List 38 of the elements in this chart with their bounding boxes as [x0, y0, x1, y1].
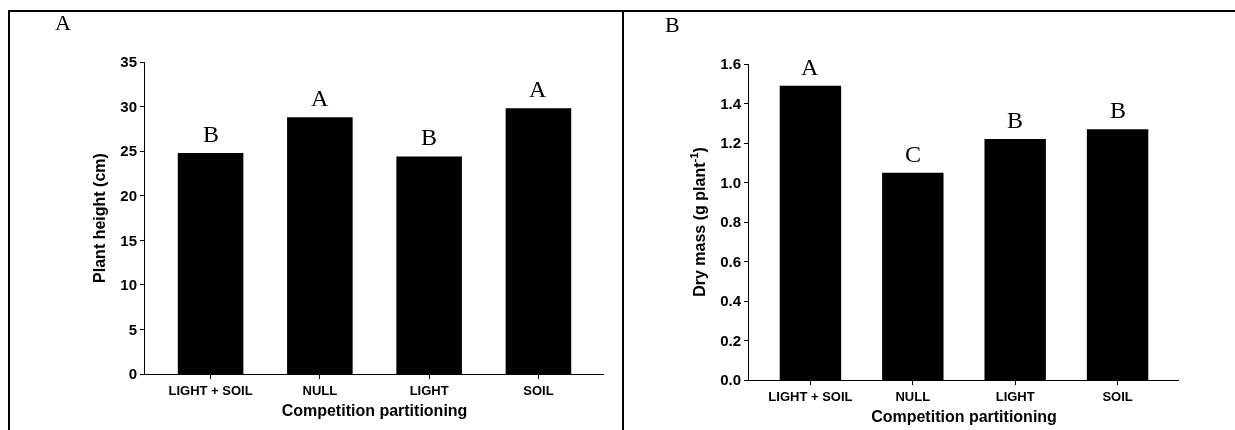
y-tick-label: 0.2 — [720, 331, 741, 349]
x-tick-label: LIGHT + SOIL — [768, 388, 853, 404]
annotation: A — [311, 85, 329, 111]
y-tick-label: 15 — [120, 231, 137, 249]
x-tick-label: LIGHT + SOIL — [168, 382, 253, 398]
annotation: A — [801, 54, 819, 80]
y-tick-label: 35 — [120, 53, 137, 71]
annotation: B — [1110, 97, 1127, 123]
x-tick-label: SOIL — [1102, 388, 1133, 404]
y-axis-title: Plant height (cm) — [91, 153, 109, 283]
y-tick-label: 1.2 — [720, 134, 741, 152]
y-tick-label: 0 — [128, 365, 137, 383]
x-tick-label: SOIL — [523, 382, 554, 398]
x-tick-label: NULL — [302, 382, 338, 398]
annotation: C — [905, 141, 922, 167]
x-axis-title: Competition partitioning — [871, 408, 1057, 426]
annotation: B — [421, 124, 438, 150]
y-tick-label: 0.4 — [720, 292, 742, 310]
y-tick-label: 0.8 — [720, 213, 741, 231]
y-tick-label: 1.0 — [720, 173, 741, 191]
y-tick-label: 1.4 — [720, 94, 742, 112]
y-tick-label: 0.0 — [720, 371, 741, 389]
y-tick-label: 20 — [120, 186, 137, 204]
chart-title: B — [665, 12, 680, 37]
x-tick-label: LIGHT — [995, 388, 1035, 404]
y-tick-label: 25 — [120, 142, 137, 160]
y-tick-label: 1.6 — [720, 55, 741, 73]
x-axis-title: Competition partitioning — [281, 402, 468, 420]
chart-title: A — [55, 10, 71, 35]
y-tick-label: 5 — [128, 320, 137, 338]
x-tick-label: NULL — [895, 388, 931, 404]
y-tick-label: 0.6 — [720, 252, 741, 270]
y-tick-label: 30 — [120, 97, 137, 115]
x-tick-label: LIGHT — [409, 382, 449, 398]
annotation: B — [203, 121, 220, 147]
annotation: A — [529, 76, 547, 102]
annotation: B — [1007, 107, 1024, 133]
y-tick-label: 10 — [120, 276, 137, 294]
